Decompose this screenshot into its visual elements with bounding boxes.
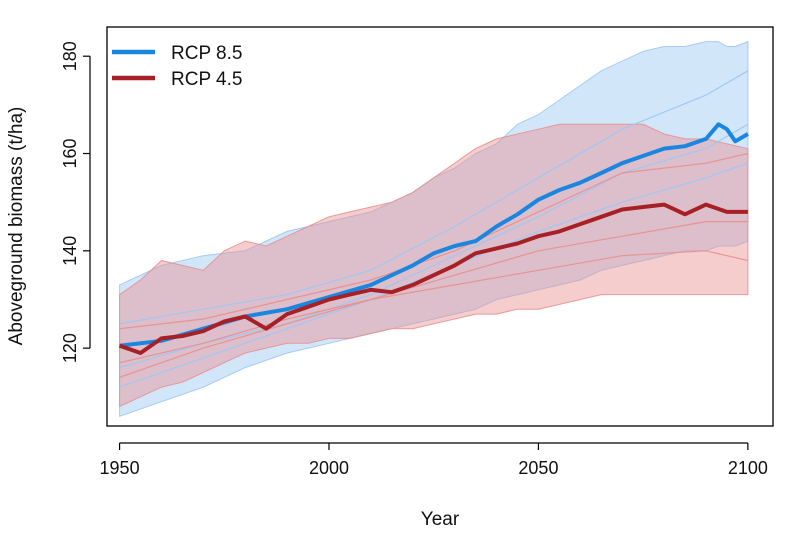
legend: RCP 8.5 RCP 4.5 <box>112 43 242 90</box>
x-axis: 1950 2000 2050 2100 <box>100 442 768 478</box>
mean-line-series-0 <box>119 122 749 348</box>
x-tick-label: 1950 <box>100 458 140 478</box>
member-line-series-1-2 <box>119 250 749 364</box>
member-line-series-1-0 <box>119 221 748 378</box>
y-tick-label: 140 <box>60 236 80 266</box>
x-axis-label: Year <box>421 509 460 530</box>
x-tick-label: 2000 <box>309 458 349 478</box>
y-axis: 120 140 160 180 <box>60 41 91 363</box>
mean-lines <box>118 122 749 355</box>
uncertainty-bands <box>119 40 749 418</box>
x-tick-label: 2050 <box>518 458 558 478</box>
legend-label-rcp45: RCP 4.5 <box>171 69 242 90</box>
legend-label-rcp85: RCP 8.5 <box>171 43 242 64</box>
x-tick-label: 2100 <box>728 458 768 478</box>
member-line-series-0-0 <box>119 123 749 369</box>
member-line-series-0-1 <box>119 70 749 325</box>
y-tick-label: 160 <box>60 138 80 168</box>
y-axis-label: Aboveground biomass (t/ha) <box>6 107 27 346</box>
y-tick-label: 180 <box>60 41 80 71</box>
mean-line-series-1 <box>118 202 748 355</box>
plot-frame <box>106 26 774 427</box>
y-tick-label: 120 <box>60 333 80 363</box>
member-line-series-1-1 <box>119 152 749 330</box>
